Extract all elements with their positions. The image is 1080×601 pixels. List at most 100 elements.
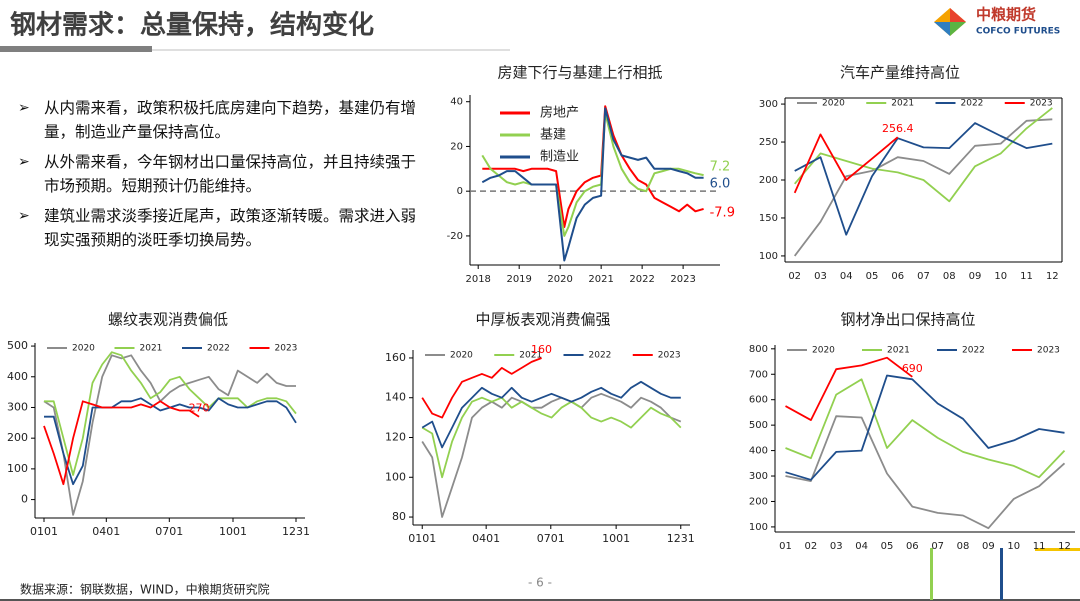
title-bar	[0, 46, 152, 52]
y-tick-label: 200	[7, 431, 28, 444]
legend-label: 2023	[1037, 346, 1060, 356]
x-tick-label: 09	[982, 541, 995, 552]
series-line	[43, 400, 200, 486]
deco-bar	[1000, 548, 1003, 600]
x-tick-label: 0101	[408, 532, 436, 545]
y-tick-label: 150	[759, 213, 778, 224]
x-tick-label: 10	[1007, 541, 1020, 552]
x-tick-label: 03	[830, 541, 843, 552]
x-tick-label: 04	[840, 271, 853, 282]
x-tick-label: 0401	[92, 525, 120, 538]
logo-icon	[934, 8, 966, 36]
legend-label: 2021	[140, 344, 163, 354]
series-line	[481, 107, 704, 262]
data-label: 160	[531, 343, 552, 356]
x-tick-label: 12	[1046, 271, 1059, 282]
series-line	[793, 118, 1053, 257]
chart-title: 中厚板表观消费偏强	[475, 311, 610, 329]
series-line	[421, 357, 542, 419]
legend-label: 房地产	[540, 105, 579, 121]
x-tick-label: 0701	[155, 525, 183, 538]
data-label: 256.4	[882, 122, 914, 135]
series-line	[421, 392, 682, 518]
series-line	[794, 107, 1053, 203]
y-tick-label: 120	[385, 431, 406, 444]
legend-label: 2021	[887, 346, 910, 356]
x-tick-label: 2021	[588, 274, 613, 285]
series-line	[481, 111, 704, 237]
slide-title: 钢材需求：总量保持，结构变化	[10, 10, 374, 41]
bullet-list: 从内需来看，政策积极托底房建向下趋势，基建仍有增量，制造业产量保持高位。 从外需…	[18, 96, 428, 258]
x-tick-label: 05	[866, 271, 879, 282]
deco-bar	[930, 548, 933, 600]
x-tick-label: 1231	[282, 525, 310, 538]
x-tick-label: 08	[957, 541, 970, 552]
legend-label: 2022	[961, 99, 984, 109]
bullet: 从外需来看，今年钢材出口量保持高位，并且持续强于市场预期。短期预计仍能维持。	[18, 150, 428, 198]
x-tick-label: 1001	[219, 525, 247, 538]
x-tick-label: 1231	[667, 532, 695, 545]
x-tick-label: 0401	[472, 532, 500, 545]
y-tick-label: 20	[450, 141, 463, 152]
data-label: 7.2	[710, 160, 731, 175]
chart-title: 汽车产量维持高位	[840, 64, 960, 82]
legend-label: 2022	[589, 351, 612, 361]
y-tick-label: 500	[749, 420, 768, 431]
chart-title: 螺纹表观消费偏低	[108, 311, 228, 329]
series-line	[785, 374, 1065, 481]
x-tick-label: 11	[1033, 541, 1046, 552]
y-tick-label: 40	[450, 97, 463, 108]
x-tick-label: 06	[906, 541, 919, 552]
series-line	[421, 380, 681, 449]
data-label: 270	[189, 402, 210, 415]
x-tick-label: 10	[994, 271, 1007, 282]
data-label: 6.0	[710, 176, 731, 191]
x-tick-label: 2018	[465, 274, 490, 285]
legend-label: 2023	[658, 351, 681, 361]
y-tick-label: 0	[457, 186, 463, 197]
legend-label: 2023	[1030, 99, 1053, 109]
deco-bar	[1035, 548, 1080, 551]
y-tick-label: 700	[749, 369, 768, 380]
y-tick-label: 300	[7, 400, 28, 413]
page-number: - 6 -	[528, 576, 552, 590]
chart-title: 房建下行与基建上行相抵	[497, 64, 662, 82]
y-tick-label: 200	[749, 496, 768, 507]
legend-label: 2020	[72, 344, 95, 354]
x-tick-label: 12	[1058, 541, 1071, 552]
legend-label: 2022	[962, 346, 985, 356]
y-tick-label: 300	[749, 471, 768, 482]
legend-label: 2020	[450, 351, 473, 361]
x-tick-label: 01	[779, 541, 792, 552]
data-label: -7.9	[710, 205, 735, 220]
legend-label: 基建	[540, 128, 566, 143]
y-tick-label: 0	[21, 493, 28, 506]
x-tick-label: 06	[891, 271, 904, 282]
x-tick-label: 2020	[547, 274, 572, 285]
y-tick-label: 400	[749, 446, 768, 457]
x-tick-label: 05	[881, 541, 894, 552]
legend-label: 2020	[822, 99, 845, 109]
legend-label: 2022	[207, 344, 230, 354]
x-tick-label: 04	[855, 541, 868, 552]
series-line	[43, 354, 296, 516]
y-tick-label: 80	[392, 510, 406, 523]
chart-title: 钢材净出口保持高位	[840, 311, 975, 329]
y-tick-label: 600	[749, 395, 768, 406]
x-tick-label: 03	[814, 271, 827, 282]
x-tick-label: 1001	[602, 532, 630, 545]
data-label: 690	[902, 362, 923, 375]
y-tick-label: 160	[385, 351, 406, 364]
x-tick-label: 08	[943, 271, 956, 282]
legend-label: 2020	[812, 346, 835, 356]
y-tick-label: 100	[7, 462, 28, 475]
x-tick-label: 07	[917, 271, 930, 282]
logo-english: COFCO FUTURES	[976, 27, 1060, 37]
series-line	[785, 415, 1066, 530]
x-tick-label: 2022	[629, 274, 654, 285]
legend-label: 2021	[519, 351, 542, 361]
y-tick-label: 140	[385, 391, 406, 404]
series-line	[785, 378, 1066, 479]
legend-label: 制造业	[540, 150, 579, 165]
